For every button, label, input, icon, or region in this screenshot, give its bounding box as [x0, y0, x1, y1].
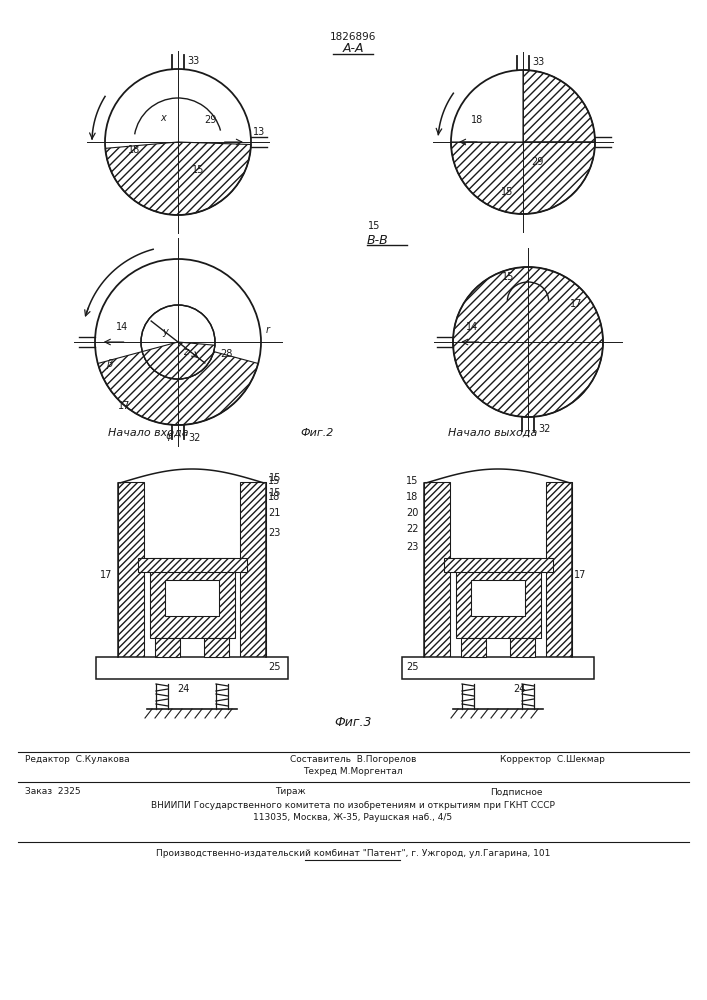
Text: 18: 18	[268, 492, 280, 502]
Text: 14: 14	[116, 322, 128, 332]
Text: 32: 32	[188, 433, 200, 443]
Bar	[424, 482, 450, 657]
Bar	[118, 482, 144, 657]
Bar	[456, 558, 541, 638]
Text: Фиг.2: Фиг.2	[300, 428, 334, 438]
Wedge shape	[523, 70, 595, 142]
Text: Техред М.Моргентал: Техред М.Моргентал	[303, 768, 403, 776]
Text: 24: 24	[177, 684, 189, 694]
Bar	[471, 580, 525, 616]
Bar	[150, 558, 235, 638]
Text: 29: 29	[531, 157, 544, 167]
Bar	[240, 482, 266, 657]
Wedge shape	[453, 267, 603, 417]
Text: Заказ  2325: Заказ 2325	[25, 788, 81, 796]
Text: r: r	[266, 325, 270, 335]
Wedge shape	[142, 342, 215, 379]
Bar	[444, 558, 553, 572]
Text: x: x	[160, 113, 165, 123]
Text: Начало выхода: Начало выхода	[448, 428, 537, 438]
Text: Тираж: Тираж	[275, 788, 305, 796]
Bar	[461, 638, 486, 657]
Text: 28: 28	[220, 349, 233, 359]
Text: 29: 29	[204, 115, 216, 125]
Text: 25: 25	[268, 662, 281, 672]
Text: 24: 24	[513, 684, 525, 694]
Text: y: y	[162, 327, 168, 337]
Text: 23: 23	[406, 542, 419, 552]
Text: 33: 33	[187, 56, 199, 66]
Wedge shape	[98, 342, 258, 425]
Text: 17: 17	[100, 570, 112, 580]
Wedge shape	[105, 142, 251, 215]
Text: 23: 23	[268, 528, 281, 538]
Text: Фиг.3: Фиг.3	[334, 716, 372, 728]
Text: 25: 25	[406, 662, 419, 672]
Wedge shape	[451, 142, 595, 214]
Text: 1826896: 1826896	[329, 32, 376, 42]
Text: 15: 15	[501, 187, 513, 197]
Text: 13: 13	[253, 127, 265, 137]
Text: 15: 15	[268, 476, 281, 486]
Bar	[546, 482, 572, 657]
Text: 15: 15	[269, 488, 281, 498]
Text: Начало входа: Начало входа	[108, 428, 189, 438]
Text: z: z	[183, 347, 188, 357]
Text: 18: 18	[471, 115, 484, 125]
Text: Составитель  В.Погорелов: Составитель В.Погорелов	[290, 756, 416, 764]
Bar	[510, 638, 535, 657]
Bar	[204, 638, 229, 657]
Text: 17: 17	[574, 570, 586, 580]
Bar	[96, 657, 288, 679]
Text: 21: 21	[268, 508, 281, 518]
Bar	[165, 580, 219, 616]
Circle shape	[141, 305, 215, 379]
Bar	[402, 657, 594, 679]
Text: 14: 14	[466, 322, 478, 332]
Bar	[155, 638, 180, 657]
Text: 22: 22	[406, 524, 419, 534]
Text: А-А: А-А	[342, 42, 363, 55]
Bar	[138, 558, 247, 572]
Text: 17: 17	[118, 401, 130, 411]
Text: 33: 33	[532, 57, 544, 67]
Text: β: β	[106, 359, 112, 369]
Text: 113035, Москва, Ж-35, Раушская наб., 4/5: 113035, Москва, Ж-35, Раушская наб., 4/5	[253, 812, 452, 822]
Text: Подписное: Подписное	[490, 788, 542, 796]
Text: 18: 18	[406, 492, 419, 502]
Text: 17: 17	[570, 299, 583, 309]
Text: Корректор  С.Шекмар: Корректор С.Шекмар	[500, 756, 605, 764]
Text: Редактор  С.Кулакова: Редактор С.Кулакова	[25, 756, 129, 764]
Text: ВНИИПИ Государственного комитета по изобретениям и открытиям при ГКНТ СССР: ВНИИПИ Государственного комитета по изоб…	[151, 800, 555, 810]
Text: 15: 15	[368, 221, 380, 231]
Text: 15: 15	[192, 165, 204, 175]
Text: 15: 15	[406, 476, 419, 486]
Text: 15: 15	[502, 272, 515, 282]
Text: 20: 20	[406, 508, 419, 518]
Text: 15: 15	[269, 473, 281, 483]
Text: Производственно-издательский комбинат "Патент", г. Ужгород, ул.Гагарина, 101: Производственно-издательский комбинат "П…	[156, 848, 550, 857]
Text: φ: φ	[166, 431, 173, 441]
Text: 32: 32	[538, 424, 550, 434]
Text: В-В: В-В	[367, 233, 389, 246]
Text: 18: 18	[128, 145, 140, 155]
